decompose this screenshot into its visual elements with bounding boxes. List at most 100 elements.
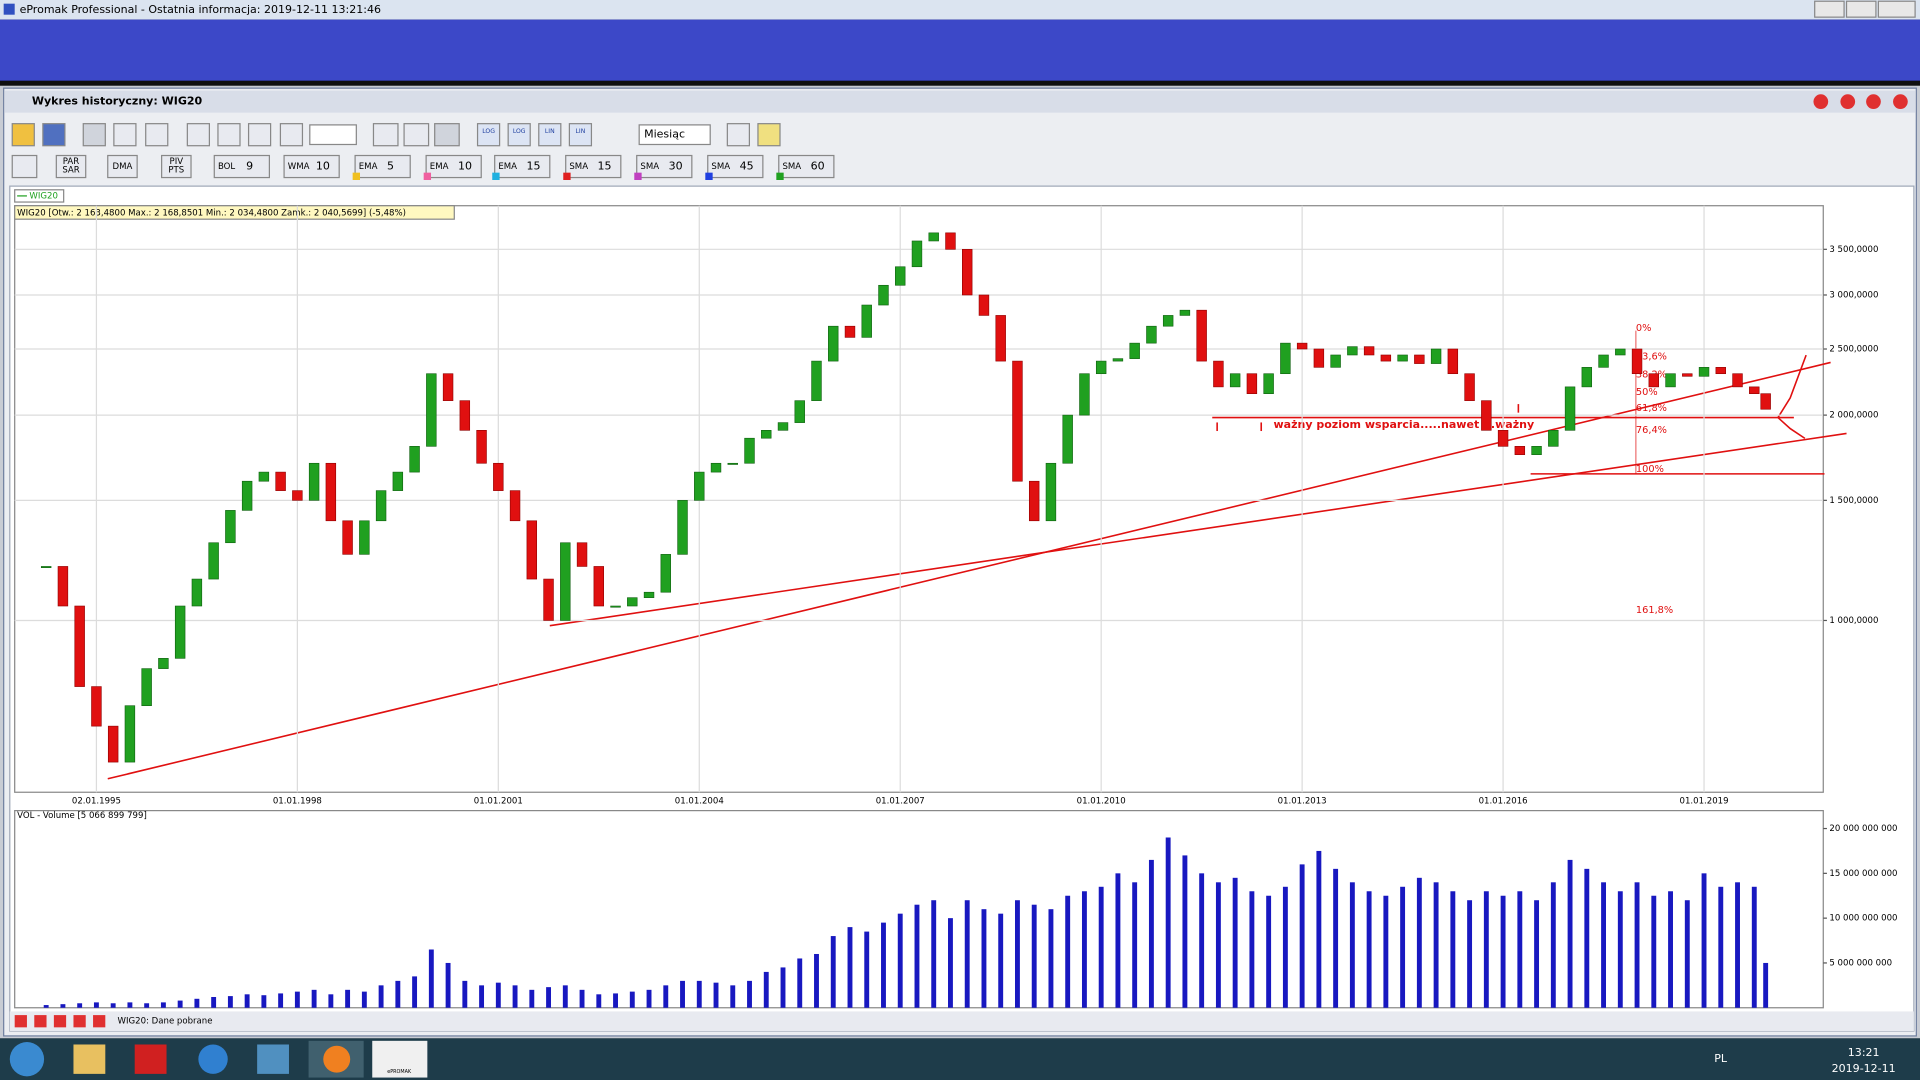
scale-button[interactable] bbox=[568, 123, 593, 147]
window-button[interactable] bbox=[1866, 94, 1881, 109]
candle bbox=[1598, 354, 1609, 368]
volume-bar bbox=[914, 904, 920, 1008]
candle bbox=[677, 500, 688, 555]
projection bbox=[1777, 416, 1806, 440]
volume-bar bbox=[562, 985, 568, 1008]
projection bbox=[1777, 354, 1807, 418]
candle bbox=[643, 591, 655, 598]
period-select[interactable] bbox=[638, 124, 711, 146]
volume-bar bbox=[361, 991, 367, 1008]
volume-bar bbox=[1048, 909, 1054, 1008]
fib-label: 50% bbox=[1636, 387, 1658, 398]
y-tick-label: 5 000 000 000 bbox=[1829, 958, 1892, 968]
candle bbox=[1196, 309, 1207, 362]
candle bbox=[1229, 373, 1241, 388]
candle bbox=[1028, 480, 1040, 522]
indicator-button[interactable] bbox=[55, 154, 87, 179]
candle bbox=[158, 658, 169, 669]
range-select[interactable] bbox=[309, 124, 357, 146]
x-tick-label: 01.01.2001 bbox=[474, 796, 523, 806]
scale-button[interactable] bbox=[476, 123, 501, 147]
candle bbox=[493, 462, 504, 491]
maximize[interactable] bbox=[1845, 0, 1877, 18]
prev-button[interactable] bbox=[186, 123, 210, 147]
window-button[interactable] bbox=[1840, 94, 1856, 109]
indicator-button[interactable] bbox=[778, 154, 835, 179]
candle bbox=[1313, 348, 1325, 368]
ohlc-button[interactable] bbox=[403, 123, 430, 147]
indicator-button[interactable] bbox=[565, 154, 622, 179]
volume-bar bbox=[1249, 891, 1255, 1008]
indicator-button[interactable] bbox=[425, 154, 482, 179]
fib-label: 161,8% bbox=[1636, 605, 1673, 616]
indicator-button[interactable] bbox=[283, 154, 340, 179]
volume-bar bbox=[629, 991, 635, 1008]
indicator-button[interactable] bbox=[11, 154, 38, 179]
indicator-button[interactable] bbox=[213, 154, 270, 179]
candle bbox=[1715, 367, 1726, 375]
volume-bar bbox=[345, 989, 351, 1008]
trendline bbox=[107, 361, 1831, 780]
tool-button[interactable] bbox=[82, 123, 106, 147]
candle bbox=[1548, 430, 1559, 447]
candle bbox=[1615, 348, 1626, 356]
refresh-button[interactable] bbox=[145, 123, 169, 147]
indicator-button[interactable] bbox=[494, 154, 551, 179]
candle bbox=[509, 490, 521, 522]
candle bbox=[459, 400, 471, 431]
indicator-button[interactable] bbox=[354, 154, 411, 179]
volume-bar bbox=[194, 998, 200, 1008]
line-chart-button[interactable] bbox=[372, 123, 399, 147]
volume-bar bbox=[77, 1003, 83, 1008]
scale-label: LIN bbox=[545, 128, 555, 135]
tool-button[interactable] bbox=[726, 123, 750, 147]
volume-bar bbox=[696, 980, 702, 1008]
candle-button[interactable] bbox=[434, 123, 460, 147]
x-tick-label: 02.01.1995 bbox=[72, 796, 121, 806]
next-button[interactable] bbox=[279, 123, 304, 147]
volume-bar bbox=[1634, 882, 1640, 1008]
scale-button[interactable] bbox=[538, 123, 562, 147]
taskbar-app[interactable] bbox=[198, 1044, 228, 1074]
candle bbox=[1698, 367, 1710, 377]
candle bbox=[1682, 373, 1693, 377]
window-button[interactable] bbox=[1813, 94, 1829, 109]
tool-button[interactable] bbox=[113, 123, 137, 147]
taskbar-app[interactable] bbox=[372, 1040, 428, 1078]
y-tick-label: 3 500,0000 bbox=[1829, 245, 1878, 255]
candle bbox=[1246, 373, 1258, 394]
candle bbox=[1581, 367, 1593, 388]
indicator-button[interactable] bbox=[161, 154, 192, 179]
candle bbox=[761, 430, 772, 439]
taskbar-app[interactable] bbox=[134, 1044, 167, 1074]
candle bbox=[895, 266, 906, 286]
volume-bar bbox=[227, 996, 233, 1008]
close[interactable] bbox=[1877, 0, 1916, 18]
open-button[interactable] bbox=[11, 123, 35, 147]
volume-bar bbox=[1617, 891, 1623, 1008]
scale-button[interactable] bbox=[507, 123, 531, 147]
volume-bar bbox=[1031, 904, 1037, 1008]
indicator-button[interactable] bbox=[107, 154, 138, 179]
window-button[interactable] bbox=[1893, 94, 1908, 109]
save-button[interactable] bbox=[42, 123, 66, 147]
status-icon bbox=[53, 1015, 67, 1028]
taskbar-app[interactable] bbox=[73, 1044, 106, 1074]
indicator-button[interactable] bbox=[707, 154, 764, 179]
y-tick-label: 2 500,0000 bbox=[1829, 345, 1878, 355]
candle bbox=[375, 490, 387, 522]
volume-bar bbox=[1517, 891, 1523, 1008]
candle bbox=[392, 471, 404, 491]
candle bbox=[275, 471, 286, 491]
start-button[interactable] bbox=[9, 1042, 45, 1077]
volume-bar bbox=[998, 913, 1004, 1008]
app-icon bbox=[3, 3, 15, 15]
indicator-marker bbox=[776, 172, 784, 180]
tool-button[interactable] bbox=[757, 123, 781, 147]
minimize[interactable] bbox=[1814, 0, 1845, 18]
taskbar-app[interactable] bbox=[257, 1044, 289, 1074]
indicator-button[interactable] bbox=[636, 154, 693, 179]
candle bbox=[1296, 342, 1308, 350]
zoom-in[interactable] bbox=[217, 123, 241, 147]
zoom-out[interactable] bbox=[247, 123, 272, 147]
